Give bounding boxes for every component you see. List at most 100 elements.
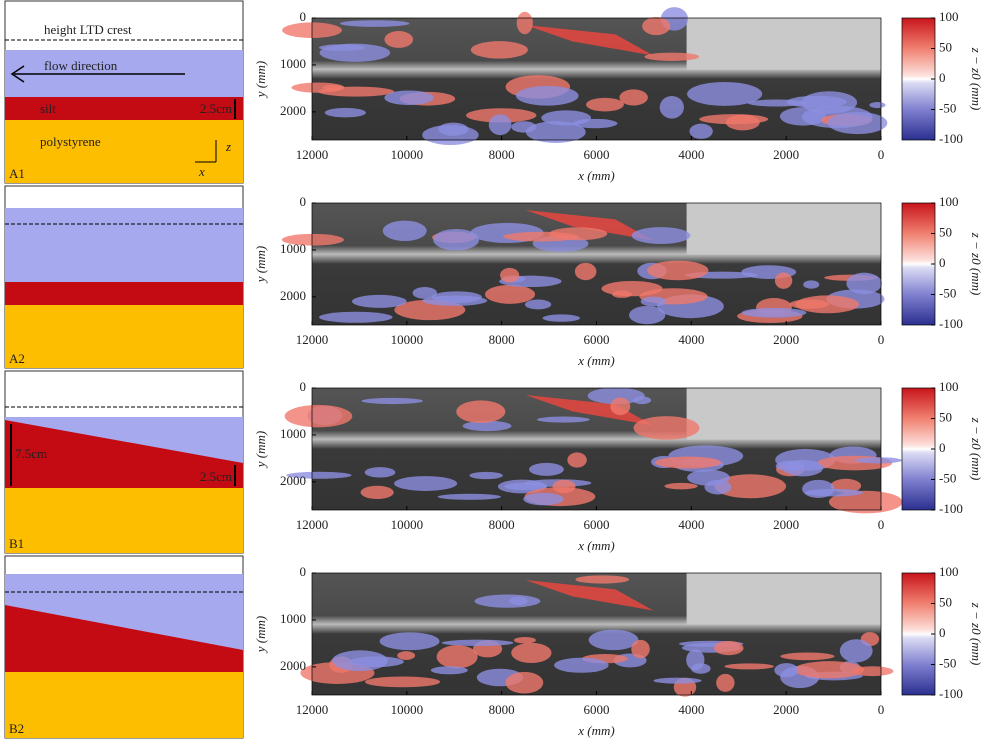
- thickness-label: 7.5cm: [15, 446, 47, 461]
- colorbar-tick-label: -100: [939, 131, 963, 146]
- deviation-blob: [529, 463, 564, 476]
- deviation-blob: [489, 114, 512, 135]
- deviation-blob: [642, 17, 670, 35]
- panel-label: B2: [9, 721, 24, 736]
- x-tick-label: 8000: [489, 517, 515, 532]
- colorbar-label: z − z0 (mm): [969, 602, 984, 666]
- axis-z-label: z: [225, 139, 231, 154]
- deviation-blob: [795, 295, 859, 313]
- deviation-blob: [787, 96, 847, 108]
- colorbar-tick-label: 0: [939, 625, 946, 640]
- deviation-blob: [774, 663, 798, 677]
- y-tick-label: 0: [300, 194, 307, 209]
- bright-region: [687, 18, 881, 70]
- colorbar-tick-label: 50: [939, 224, 952, 239]
- x-tick-label: 2000: [773, 332, 799, 347]
- deviation-blob: [511, 643, 551, 663]
- deviation-blob: [433, 229, 479, 251]
- deviation-blob: [514, 637, 536, 644]
- deviation-blob: [852, 666, 893, 676]
- deviation-blob: [517, 12, 533, 34]
- colorbar-tick-label: 0: [939, 70, 946, 85]
- deviation-blob: [469, 472, 502, 479]
- deviation-blob: [575, 263, 597, 280]
- y-axis-label: y (mm): [253, 246, 268, 284]
- x-tick-label: 4000: [678, 332, 704, 347]
- flow-label: flow direction: [44, 58, 118, 73]
- x-tick-label: 0: [878, 517, 885, 532]
- x-tick-label: 12000: [296, 332, 329, 347]
- colorbar-tick-label: -100: [939, 501, 963, 516]
- x-tick-label: 10000: [391, 332, 424, 347]
- deviation-blob: [589, 630, 639, 651]
- x-axis-label: x (mm): [577, 353, 614, 368]
- colorbar-tick-label: 0: [939, 255, 946, 270]
- deviation-blob: [653, 678, 701, 684]
- thickness-label: 2.5cm: [200, 469, 232, 484]
- deviation-blob: [394, 476, 457, 491]
- x-axis-label: x (mm): [577, 168, 614, 183]
- panel-label: A1: [9, 166, 25, 181]
- deviation-blob: [647, 261, 708, 281]
- x-tick-label: 0: [878, 702, 885, 717]
- deviation-blob: [783, 460, 823, 477]
- deviation-blob: [319, 312, 392, 323]
- deviation-blob: [361, 486, 394, 499]
- deviation-blob: [516, 86, 579, 106]
- panel-label: B1: [9, 536, 24, 551]
- deviation-blob: [660, 96, 684, 119]
- deviation-blob: [365, 676, 440, 687]
- y-tick-label: 2000: [280, 658, 306, 673]
- x-tick-label: 4000: [678, 702, 704, 717]
- deviation-blob: [644, 53, 699, 61]
- deviation-blob: [340, 20, 410, 27]
- deviation-blob: [503, 232, 579, 242]
- deviation-blob: [742, 308, 807, 318]
- y-tick-label: 0: [300, 9, 307, 24]
- colorbar-tick-label: -100: [939, 686, 963, 701]
- x-tick-label: 12000: [296, 517, 329, 532]
- deviation-blob: [362, 398, 423, 404]
- colorbar-tick-label: -100: [939, 316, 963, 331]
- deviation-blob: [384, 31, 413, 48]
- deviation-blob: [724, 663, 774, 669]
- deviation-blob: [320, 44, 391, 62]
- deviation-blob: [442, 640, 514, 646]
- deviation-blob: [803, 280, 819, 288]
- colorbar: [902, 388, 935, 510]
- y-axis-label: y (mm): [253, 61, 268, 99]
- deviation-blob: [541, 110, 591, 125]
- x-axis-label: x (mm): [577, 723, 614, 738]
- x-tick-label: 2000: [773, 517, 799, 532]
- deviation-blob: [384, 90, 433, 105]
- deviation-blob: [687, 82, 762, 106]
- colorbar-tick-label: 0: [939, 440, 946, 455]
- colorbar: [902, 573, 935, 695]
- colorbar-label: z − z0 (mm): [969, 47, 984, 111]
- x-tick-label: 8000: [489, 147, 515, 162]
- deviation-blob: [500, 268, 519, 283]
- deviation-blob: [641, 297, 667, 307]
- x-tick-label: 10000: [391, 517, 424, 532]
- polystyrene-layer: [5, 305, 243, 368]
- bright-region: [687, 203, 881, 255]
- colorbar-label: z − z0 (mm): [969, 417, 984, 481]
- deviation-blob: [726, 115, 760, 131]
- silt-layer: [5, 282, 243, 305]
- x-tick-label: 8000: [489, 332, 515, 347]
- axis-x-label: x: [198, 164, 205, 179]
- x-tick-label: 6000: [584, 147, 610, 162]
- deviation-blob: [380, 632, 440, 650]
- x-tick-label: 12000: [296, 702, 329, 717]
- deviation-blob: [456, 400, 505, 423]
- deviation-blob: [437, 645, 478, 668]
- figure: A1height LTD crestflow directionsilt2.5c…: [0, 0, 987, 739]
- x-tick-label: 0: [878, 332, 885, 347]
- colorbar-tick-label: 100: [939, 9, 959, 24]
- x-tick-label: 12000: [296, 147, 329, 162]
- colorbar-tick-label: -50: [939, 100, 956, 115]
- deviation-blob: [714, 641, 744, 655]
- colorbar: [902, 203, 935, 325]
- crest-label: height LTD crest: [44, 22, 132, 37]
- deviation-blob: [325, 108, 366, 117]
